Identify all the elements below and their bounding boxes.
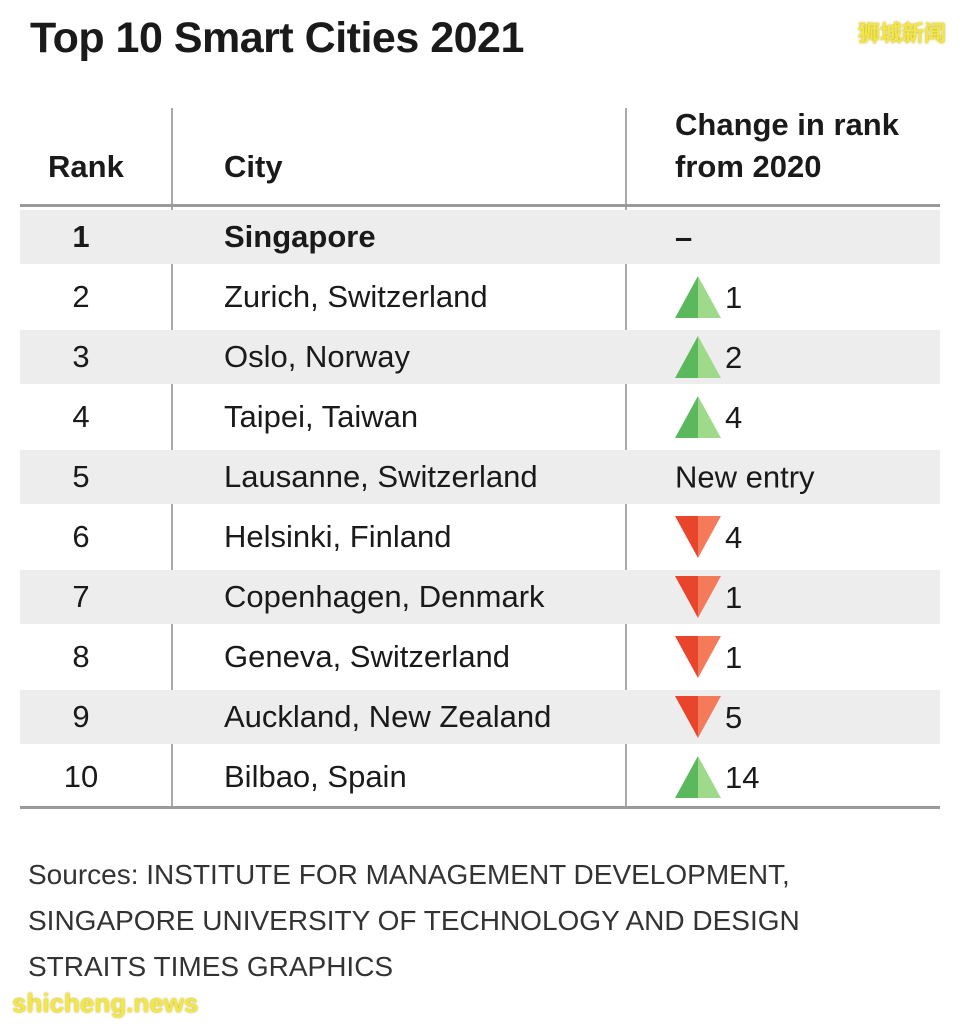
cell-rank: 8 (72, 639, 90, 674)
sources-line: SINGAPORE UNIVERSITY OF TECHNOLOGY AND D… (28, 905, 800, 936)
arrow-up-icon (675, 336, 721, 378)
change-value: 1 (725, 579, 743, 615)
watermark-logo-bottom: shicheng.news (12, 988, 199, 1018)
table-row: 6 Helsinki, Finland 4 (20, 507, 940, 567)
arrow-down-icon (675, 516, 721, 558)
cell-change: 14 (675, 756, 759, 798)
cell-change: 1 (675, 276, 742, 318)
table-row: 2 Zurich, Switzerland 1 (20, 267, 940, 327)
header-change-line1: Change in rank (675, 107, 899, 142)
cell-change: 1 (675, 636, 742, 678)
watermark-logo-top: 狮城新闻 (857, 21, 946, 46)
cell-city: Lausanne, Switzerland (224, 459, 538, 494)
table-row: 10 Bilbao, Spain 14 (20, 747, 940, 807)
cell-change: 5 (675, 696, 742, 738)
header-rank: Rank (48, 149, 124, 184)
change-value: 5 (725, 699, 743, 735)
cell-change: 4 (675, 396, 742, 438)
change-value: 14 (725, 759, 760, 795)
table-row: 1 Singapore – (20, 210, 940, 264)
header-change: Change in rank from 2020 (675, 104, 935, 188)
cell-city: Oslo, Norway (224, 339, 411, 374)
change-value: 2 (725, 339, 743, 375)
table-row: 5 Lausanne, Switzerland New entry (20, 450, 940, 504)
cell-change: 2 (675, 336, 742, 378)
cell-city: Bilbao, Spain (224, 759, 407, 794)
header-rule (20, 204, 940, 207)
cell-change: 4 (675, 516, 742, 558)
cell-change: 1 (675, 576, 742, 618)
cell-rank: 2 (72, 279, 90, 314)
cell-city: Copenhagen, Denmark (224, 579, 545, 614)
table-body: 1 Singapore – 2 Zurich, Switzerland 1 3 Oslo, N… (20, 207, 940, 807)
cell-rank: 5 (72, 459, 90, 494)
cell-rank: 4 (72, 399, 90, 434)
arrow-down-icon (675, 576, 721, 618)
cell-city: Helsinki, Finland (224, 519, 452, 554)
sources-line: STRAITS TIMES GRAPHICS (28, 951, 394, 982)
cell-city: Singapore (224, 219, 376, 254)
table-row: 9 Auckland, New Zealand 5 (20, 690, 940, 744)
sources-line: Sources: INSTITUTE FOR MANAGEMENT DEVELO… (28, 859, 790, 890)
arrow-up-icon (675, 756, 721, 798)
table-row: 8 Geneva, Switzerland 1 (20, 627, 940, 687)
footer-rule (20, 806, 940, 809)
change-value: 4 (725, 519, 743, 555)
table-row: 3 Oslo, Norway 2 (20, 330, 940, 384)
arrow-down-icon (675, 696, 721, 738)
cell-city: Zurich, Switzerland (224, 279, 488, 314)
cell-rank: 3 (72, 339, 90, 374)
cell-rank: 1 (72, 219, 90, 254)
cell-city: Auckland, New Zealand (224, 699, 552, 734)
change-value: 4 (725, 399, 743, 435)
table-header: Rank City Change in rank from 2020 (20, 100, 940, 204)
sources-note: Sources: INSTITUTE FOR MANAGEMENT DEVELO… (28, 852, 800, 990)
arrow-down-icon (675, 636, 721, 678)
cell-rank: 10 (63, 759, 99, 794)
table-row: 4 Taipei, Taiwan 4 (20, 387, 940, 447)
cell-change: New entry (675, 462, 815, 493)
table-row: 7 Copenhagen, Denmark 1 (20, 570, 940, 624)
change-value: 1 (725, 279, 743, 315)
arrow-up-icon (675, 276, 721, 318)
cell-rank: 7 (72, 579, 90, 614)
header-city: City (224, 149, 283, 184)
cell-city: Taipei, Taiwan (224, 399, 419, 434)
cell-rank: 9 (72, 699, 90, 734)
change-value: – (675, 219, 693, 255)
header-change-line2: from 2020 (675, 149, 822, 184)
cell-change: – (675, 222, 692, 253)
arrow-up-icon (675, 396, 721, 438)
cell-rank: 6 (72, 519, 90, 554)
change-value: New entry (675, 459, 815, 495)
cell-city: Geneva, Switzerland (224, 639, 511, 674)
change-value: 1 (725, 639, 743, 675)
page-title: Top 10 Smart Cities 2021 (30, 14, 524, 62)
